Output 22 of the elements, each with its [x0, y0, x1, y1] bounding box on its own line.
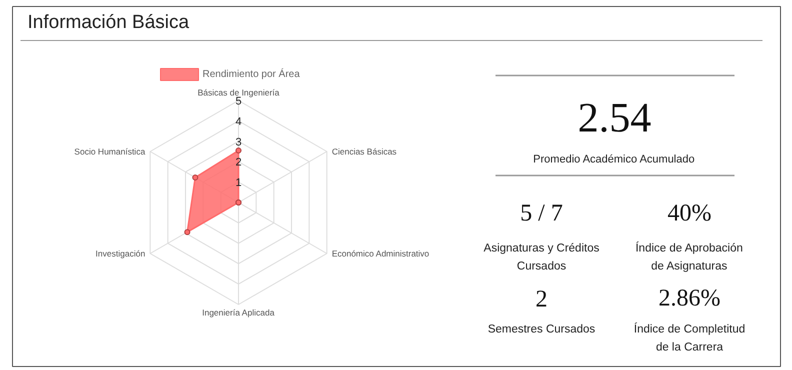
y-tick-label: 3 — [235, 136, 242, 148]
text: 2.54 — [578, 96, 652, 142]
y-tick-label: 5 — [235, 96, 242, 108]
legend-label: Rendimiento por Área — [202, 68, 300, 80]
spoke-label: Económico Administrativo — [332, 248, 430, 258]
spoke-label: Básicas de Ingeniería — [198, 88, 280, 98]
spoke-label: Socio Humanística — [74, 146, 146, 156]
text: Asignaturas y Créditos Cursados — [484, 242, 600, 272]
text: Índice de Completitud de la Carrera — [634, 322, 746, 354]
spoke-label: Ciencias Básicas — [332, 146, 397, 156]
text: Promedio Académico Acumulado — [533, 154, 695, 166]
text: 2.86% — [658, 286, 721, 312]
y-tick-label: 2 — [235, 156, 242, 169]
text: Índice de Aprobación de Asignaturas — [635, 242, 743, 272]
text: 5 / 7 — [520, 200, 563, 226]
text: Semestres Cursados — [488, 324, 596, 336]
chart-title: Información Básica — [28, 12, 190, 33]
text: 2 — [536, 286, 548, 312]
text: 40% — [668, 200, 712, 226]
spoke-label: Ingeniería Aplicada — [202, 308, 275, 318]
spoke-label: Investigación — [96, 248, 146, 258]
y-tick-label: 4 — [235, 116, 242, 128]
